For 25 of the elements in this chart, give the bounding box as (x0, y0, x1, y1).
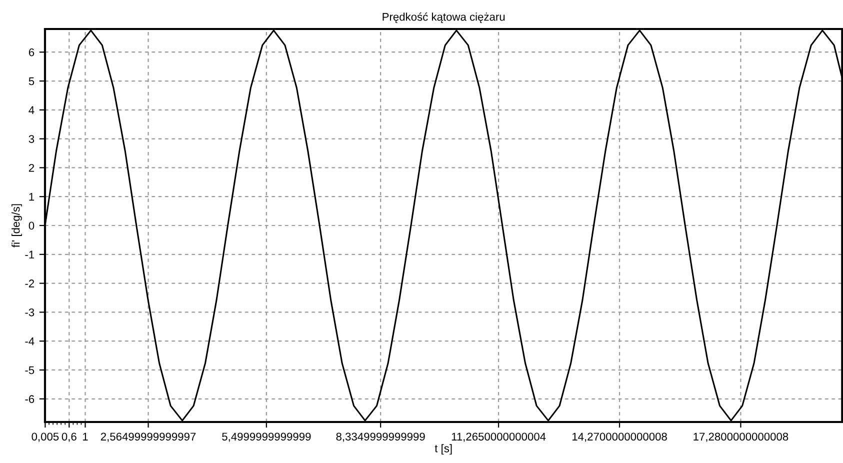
y-axis-title: fi' [deg/s] (12, 204, 22, 248)
x-tick-label: 17,2800000000008 (694, 432, 788, 442)
x-axis-title: t [s] (434, 444, 452, 455)
x-tick-label: 11,2650000000004 (452, 432, 546, 442)
y-tick-label: -6 (25, 395, 34, 404)
y-tick-label: 0 (28, 222, 34, 230)
y-tick-label: -5 (25, 366, 34, 374)
y-tick-label: 6 (28, 48, 34, 56)
y-tick-label: -4 (25, 337, 34, 346)
x-tick-label: 0,005 (32, 432, 59, 442)
y-tick-label: -1 (25, 250, 34, 258)
x-tick-label: 2,56499999999997 (100, 432, 196, 442)
y-tick-label: 4 (28, 106, 34, 114)
y-tick-label: -3 (25, 308, 34, 316)
y-tick-label: 1 (29, 192, 34, 201)
x-tick-label: 0,6 (62, 432, 76, 442)
y-tick-label: 2 (28, 164, 34, 172)
x-tick-label: 1 (83, 432, 88, 440)
chart-title: Prędkość kątowa ciężaru (382, 12, 505, 23)
y-tick-label: 3 (28, 135, 34, 143)
y-tick-label: -2 (25, 280, 34, 288)
y-tick-label: 5 (28, 77, 34, 86)
x-tick-label: 14,2700000000008 (572, 432, 667, 442)
x-tick-label: 8,3349999999999 (336, 432, 425, 442)
x-tick-label: 5,4999999999999 (222, 432, 311, 442)
